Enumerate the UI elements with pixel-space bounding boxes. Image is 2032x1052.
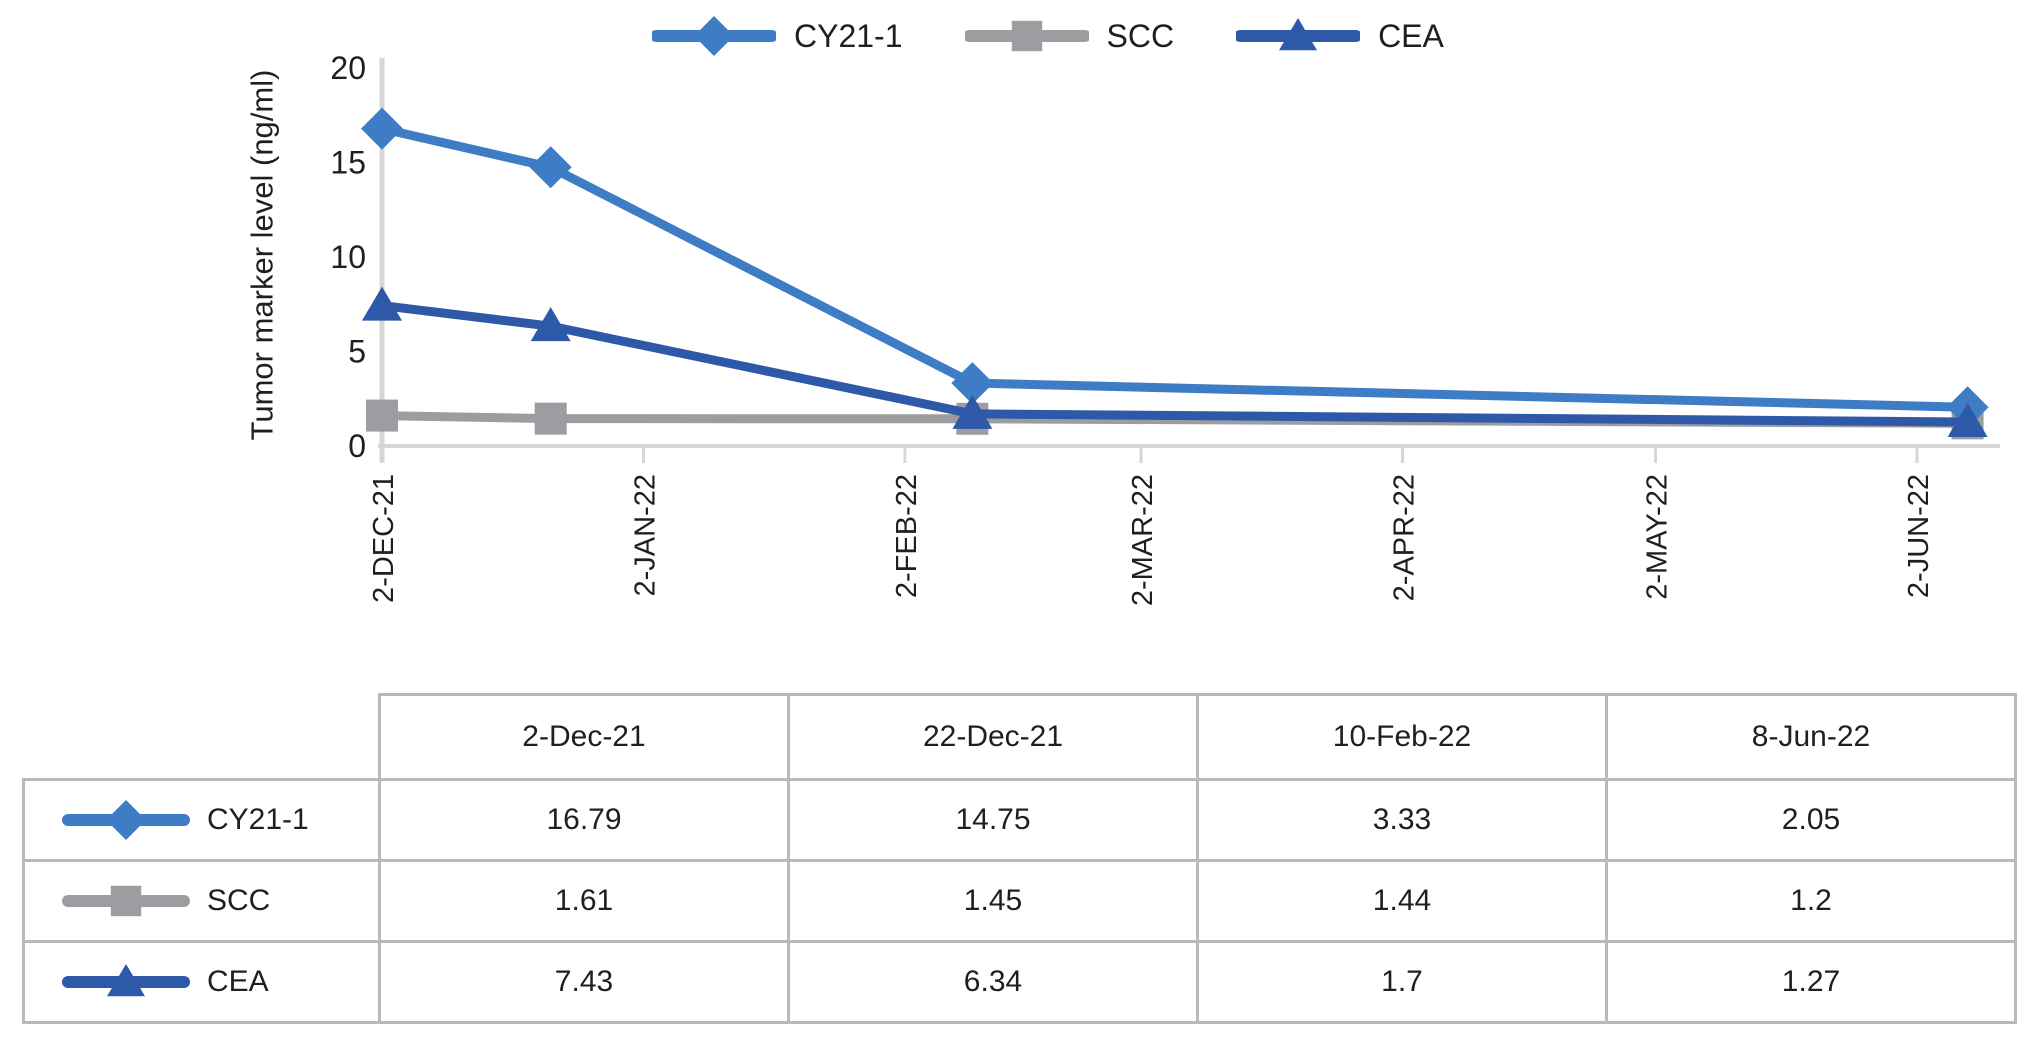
y-axis-title-text: Tumor marker level (ng/ml) — [244, 69, 280, 441]
table-header-date: 10-Feb-22 — [1196, 693, 1608, 781]
svg-text:2-DEC-21: 2-DEC-21 — [368, 474, 400, 603]
svg-text:2-APR-22: 2-APR-22 — [1389, 474, 1421, 601]
legend-item-scc: SCC — [964, 14, 1175, 58]
table-row-scc: SCC 1.61 1.45 1.44 1.2 — [22, 859, 2017, 943]
table-header-date: 2-Dec-21 — [378, 693, 790, 781]
value-cell: 14.75 — [787, 778, 1199, 862]
svg-text:2-JUN-22: 2-JUN-22 — [1903, 474, 1935, 598]
value-cell: 3.33 — [1196, 778, 1608, 862]
legend-label: CEA — [1378, 17, 1444, 54]
value-cell: 2.05 — [1605, 778, 2017, 862]
series-label: CEA — [207, 965, 269, 998]
svg-text:10: 10 — [330, 239, 366, 275]
square-marker-icon — [964, 20, 1089, 52]
diamond-marker-icon — [652, 16, 776, 56]
svg-text:5: 5 — [348, 334, 366, 370]
svg-text:0: 0 — [348, 428, 366, 464]
legend-item-cy21-1: CY21-1 — [652, 14, 903, 58]
y-axis-title: Tumor marker level (ng/ml) — [238, 55, 286, 455]
legend-label: CY21-1 — [794, 17, 903, 54]
table-row-cy21-1: CY21-1 16.79 14.75 3.33 2.05 — [22, 778, 2017, 862]
value-cell: 6.34 — [787, 940, 1199, 1024]
value-cell: 1.7 — [1196, 940, 1608, 1024]
value-cell: 1.2 — [1605, 859, 2017, 943]
legend-label: SCC — [1106, 17, 1175, 54]
triangle-marker-icon — [62, 963, 190, 997]
chart-legend: CY21-1 SCC CEA — [652, 14, 1444, 58]
series-label-cell: CEA — [22, 940, 381, 1024]
table-header-date: 8-Jun-22 — [1605, 693, 2017, 781]
svg-text:2-MAY-22: 2-MAY-22 — [1642, 474, 1674, 600]
table-header-row: 2-Dec-21 22-Dec-21 10-Feb-22 8-Jun-22 — [24, 693, 2017, 781]
series-label: SCC — [207, 884, 271, 917]
value-cell: 1.27 — [1605, 940, 2017, 1024]
value-cell: 1.61 — [378, 859, 790, 943]
table-row-cea: CEA 7.43 6.34 1.7 1.27 — [22, 940, 2017, 1024]
tumor-marker-table: 2-Dec-21 22-Dec-21 10-Feb-22 8-Jun-22 CY… — [22, 693, 2017, 1024]
value-cell: 1.45 — [787, 859, 1199, 943]
value-cell: 16.79 — [378, 778, 790, 862]
table-header-date: 22-Dec-21 — [787, 693, 1199, 781]
series-label: CY21-1 — [207, 803, 309, 836]
svg-text:20: 20 — [330, 50, 366, 86]
svg-text:2-JAN-22: 2-JAN-22 — [629, 474, 661, 597]
triangle-marker-icon — [1236, 17, 1361, 51]
value-cell: 7.43 — [378, 940, 790, 1024]
series-label-cell: CY21-1 — [22, 778, 381, 862]
svg-text:2-MAR-22: 2-MAR-22 — [1127, 474, 1159, 606]
legend-item-cea: CEA — [1236, 14, 1444, 58]
value-cell: 1.44 — [1196, 859, 1608, 943]
square-marker-icon — [62, 885, 190, 917]
svg-text:15: 15 — [330, 145, 366, 181]
diamond-marker-icon — [62, 800, 190, 840]
series-label-cell: SCC — [22, 859, 381, 943]
svg-text:2-FEB-22: 2-FEB-22 — [891, 474, 923, 598]
tumor-marker-line-chart: 2-DEC-21 2-JAN-22 2-FEB-22 2-MAR-22 2-APR-22… — [330, 50, 2000, 606]
table-corner-blank — [24, 695, 380, 780]
